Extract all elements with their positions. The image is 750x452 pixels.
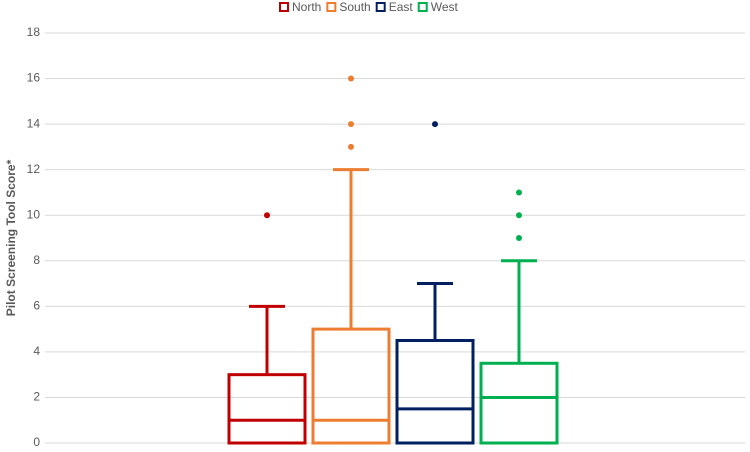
legend-marker bbox=[417, 2, 428, 12]
box bbox=[227, 373, 307, 445]
outlier bbox=[348, 75, 354, 82]
y-tick-label: 6 bbox=[33, 299, 40, 313]
y-tick-label: 12 bbox=[27, 162, 41, 176]
legend-marker bbox=[326, 2, 337, 12]
legend-marker bbox=[375, 2, 386, 12]
y-tick-label: 0 bbox=[33, 435, 40, 449]
outlier bbox=[516, 235, 522, 241]
outlier bbox=[348, 121, 354, 128]
y-tick-label: 4 bbox=[33, 344, 40, 358]
outlier bbox=[348, 143, 354, 150]
y-tick-label: 14 bbox=[27, 116, 41, 130]
outlier bbox=[264, 212, 270, 219]
legend-label: North bbox=[292, 0, 321, 14]
outlier bbox=[516, 189, 522, 196]
legend-label: East bbox=[389, 0, 414, 14]
y-tick-label: 2 bbox=[33, 390, 40, 404]
box bbox=[395, 339, 475, 445]
legend-label: South bbox=[339, 0, 370, 14]
legend-label: West bbox=[431, 0, 459, 14]
box bbox=[311, 327, 391, 445]
y-tick-label: 10 bbox=[27, 207, 41, 221]
outlier bbox=[516, 212, 522, 219]
outlier bbox=[432, 121, 438, 128]
y-axis-label: Pilot Screening Tool Score* bbox=[4, 159, 18, 316]
y-tick-label: 8 bbox=[33, 253, 40, 267]
legend-marker bbox=[279, 2, 289, 12]
box bbox=[479, 361, 559, 445]
y-tick-label: 16 bbox=[27, 71, 41, 85]
y-tick-label: 18 bbox=[27, 25, 41, 39]
